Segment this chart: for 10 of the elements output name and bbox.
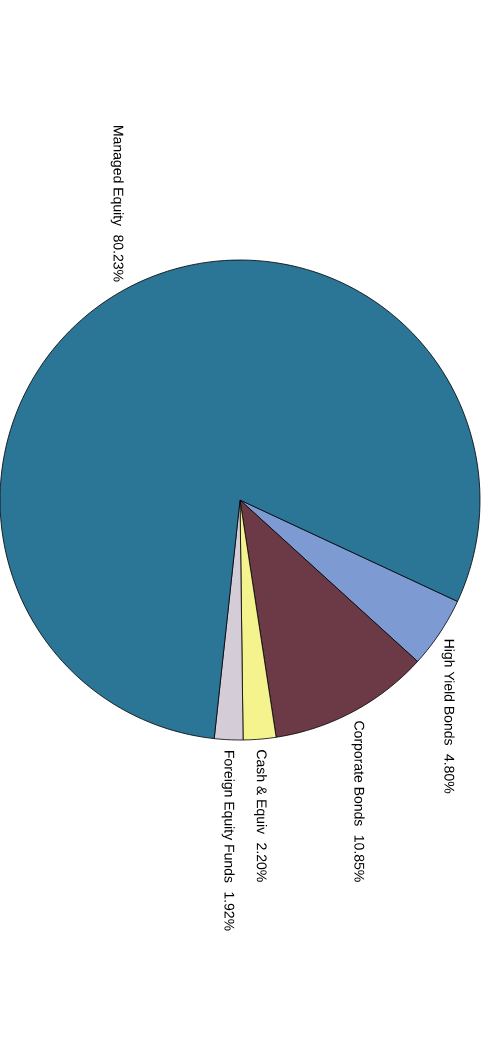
slice-label: Foreign Equity Funds	[221, 751, 235, 883]
data-label: 80.23%	[113, 235, 124, 282]
slice-label: Cash & Equiv	[253, 750, 268, 835]
data-label: 2.20%	[256, 843, 267, 882]
data-label: 10.85%	[354, 835, 365, 882]
data-label: 1.92%	[224, 892, 235, 931]
data-label: 4.80%	[444, 754, 455, 794]
slice-label: High Yield Bonds	[441, 639, 455, 746]
slice-label: Managed Equity	[110, 126, 124, 227]
slice-label: Corporate Bonds	[351, 721, 365, 826]
